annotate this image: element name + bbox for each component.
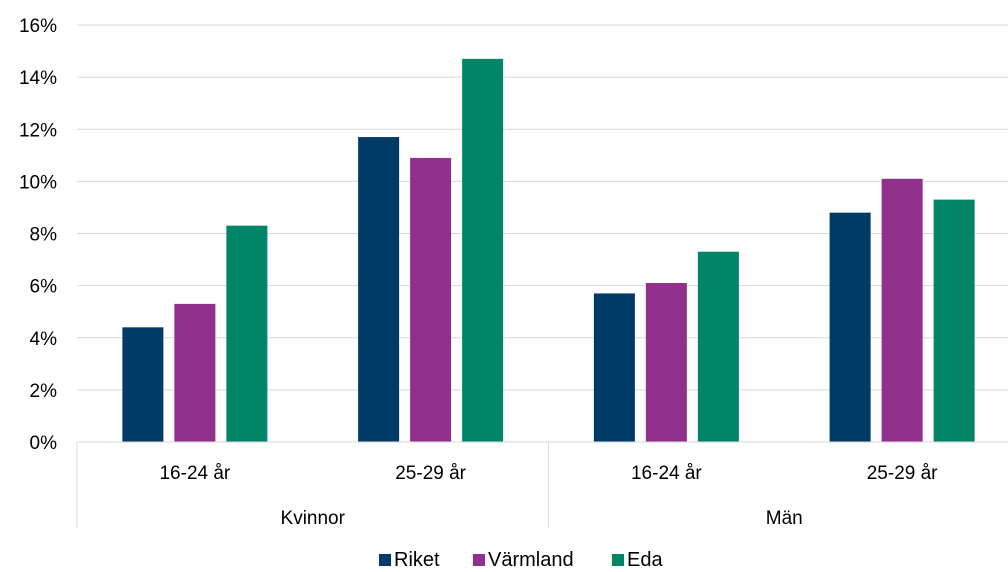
y-tick-label: 4% <box>30 329 58 350</box>
x-category-label: 25-29 år <box>395 463 466 484</box>
legend-label: Eda <box>627 549 663 571</box>
bar-värmland <box>410 157 452 442</box>
bar-eda <box>226 225 268 442</box>
bar-riket <box>358 137 400 442</box>
y-tick-label: 12% <box>19 120 57 141</box>
bar-eda <box>697 251 739 442</box>
x-category-label: 16-24 år <box>631 463 702 484</box>
x-group-label: Män <box>766 508 803 529</box>
x-category-label: 25-29 år <box>867 463 938 484</box>
y-tick-label: 2% <box>30 381 58 402</box>
legend: Riket Värmland Eda <box>379 549 663 571</box>
bar-värmland <box>881 178 923 443</box>
y-tick-label: 16% <box>19 16 57 37</box>
bars <box>122 58 975 443</box>
bar-eda <box>462 58 504 442</box>
y-tick-label: 10% <box>19 172 57 193</box>
legend-swatch-värmland <box>473 554 485 566</box>
x-category-label: 16-24 år <box>159 463 230 484</box>
bar-värmland <box>174 303 216 442</box>
legend-swatch-riket <box>379 554 391 566</box>
bar-värmland <box>645 283 687 442</box>
y-tick-label: 14% <box>19 68 57 89</box>
y-axis-tick-labels: 0% 2% 4% 6% 8% 10% 12% 14% 16% <box>19 16 57 454</box>
y-tick-label: 0% <box>30 433 58 454</box>
legend-swatch-eda <box>612 554 624 566</box>
x-group-label: Kvinnor <box>281 508 346 529</box>
bar-riket <box>122 327 164 442</box>
x-axis <box>76 441 1008 528</box>
y-tick-label: 6% <box>30 277 58 298</box>
x-axis-category-labels: 16-24 år 25-29 år 16-24 år 25-29 år Kvinnor M… <box>159 463 938 529</box>
legend-label: Riket <box>394 549 440 571</box>
bar-riket <box>829 212 871 442</box>
legend-label: Värmland <box>488 549 574 571</box>
y-tick-label: 8% <box>30 225 58 246</box>
bar-riket <box>593 293 635 442</box>
bar-eda <box>933 199 975 442</box>
